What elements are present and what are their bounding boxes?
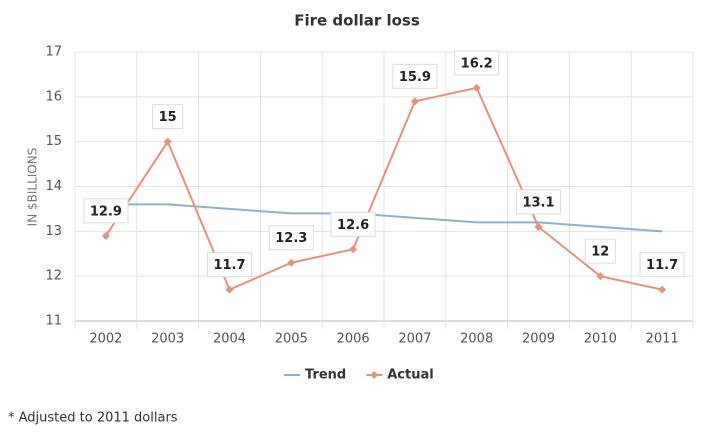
data-label-box bbox=[330, 211, 376, 237]
data-label-box bbox=[83, 198, 129, 224]
y-axis-label: IN $BILLIONS bbox=[26, 148, 40, 227]
point-marker bbox=[596, 272, 605, 281]
x-tick-label: 2006 bbox=[337, 332, 370, 347]
x-tick-label: 2010 bbox=[584, 332, 617, 347]
series-line bbox=[105, 203, 663, 233]
data-label-box bbox=[639, 252, 685, 278]
data-label: 11.7 bbox=[213, 258, 245, 273]
x-tick-label: 2003 bbox=[151, 332, 184, 347]
data-label-box bbox=[392, 63, 438, 89]
chart-title: Fire dollar loss bbox=[294, 12, 420, 30]
x-tick-label: 2005 bbox=[275, 332, 308, 347]
data-label-box bbox=[268, 225, 314, 251]
point-marker bbox=[658, 285, 667, 294]
data-label: 12 bbox=[591, 245, 609, 260]
series-line bbox=[105, 86, 663, 291]
point-marker bbox=[287, 258, 296, 267]
data-label-box bbox=[584, 238, 616, 264]
x-tick-label: 2004 bbox=[213, 332, 246, 347]
point-marker bbox=[349, 245, 358, 254]
data-label-box bbox=[454, 50, 500, 76]
data-label: 12.9 bbox=[90, 204, 122, 219]
data-label: 15 bbox=[159, 110, 177, 125]
legend-label[interactable]: Trend bbox=[305, 368, 346, 383]
data-label: 12.3 bbox=[275, 231, 307, 246]
y-tick-label: 16 bbox=[45, 89, 62, 104]
data-label-box bbox=[152, 104, 184, 130]
y-tick-label: 14 bbox=[45, 179, 62, 194]
point-marker bbox=[225, 285, 234, 294]
y-tick-label: 17 bbox=[45, 45, 62, 60]
data-label: 16.2 bbox=[461, 56, 493, 71]
y-tick-label: 12 bbox=[45, 269, 62, 284]
x-tick-label: 2002 bbox=[89, 332, 122, 347]
x-tick-label: 2007 bbox=[398, 332, 431, 347]
point-marker bbox=[534, 222, 543, 231]
data-label: 12.6 bbox=[337, 218, 369, 233]
data-label-box bbox=[515, 189, 562, 215]
data-label-box bbox=[206, 252, 253, 278]
footnote: * Adjusted to 2011 dollars bbox=[8, 411, 178, 426]
y-tick-label: 11 bbox=[45, 314, 62, 329]
point-marker bbox=[410, 97, 419, 106]
point-marker bbox=[101, 231, 110, 240]
data-label: 15.9 bbox=[399, 70, 431, 85]
point-marker bbox=[163, 137, 172, 146]
data-label: 13.1 bbox=[522, 195, 554, 210]
data-label: 11.7 bbox=[646, 258, 678, 273]
point-marker bbox=[472, 83, 481, 92]
y-tick-label: 15 bbox=[45, 134, 62, 149]
legend-label[interactable]: Actual bbox=[387, 368, 433, 383]
legend-marker[interactable] bbox=[370, 371, 379, 379]
x-tick-label: 2011 bbox=[646, 332, 679, 347]
x-tick-label: 2009 bbox=[522, 332, 555, 347]
x-tick-label: 2008 bbox=[460, 332, 493, 347]
y-tick-label: 13 bbox=[45, 224, 62, 239]
